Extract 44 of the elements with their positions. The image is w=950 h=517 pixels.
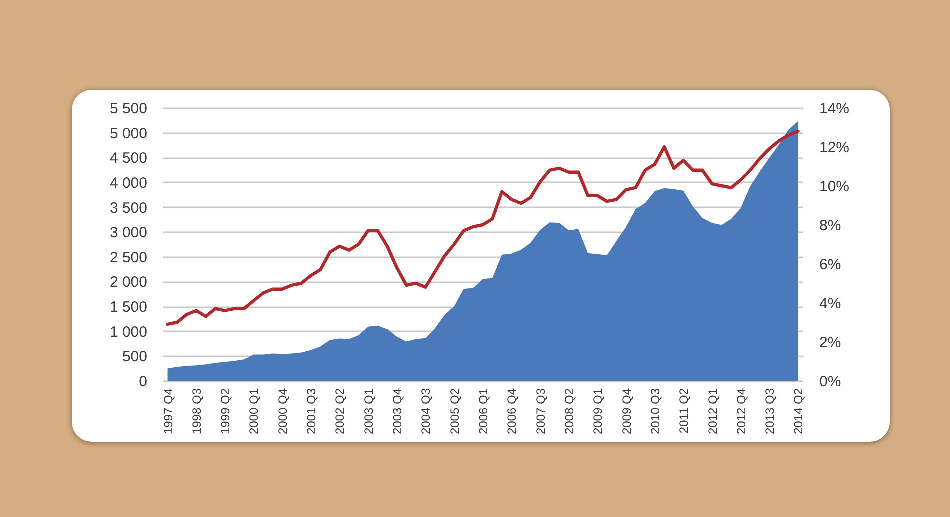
x-tick-label: 2009 Q1 bbox=[591, 388, 606, 435]
y2-tick-label: 2% bbox=[820, 334, 842, 352]
y-tick-label: 500 bbox=[122, 348, 148, 366]
y-tick-label: 5 000 bbox=[110, 125, 148, 142]
x-tick-label: 2006 Q1 bbox=[476, 388, 490, 435]
x-tick-label: 2000 Q4 bbox=[276, 388, 290, 435]
x-tick-label: 1997 Q4 bbox=[161, 388, 176, 435]
x-tick-label: 2012 Q4 bbox=[734, 388, 748, 435]
x-tick-label: 2008 Q2 bbox=[562, 388, 576, 435]
y-tick-label: 2 000 bbox=[110, 274, 148, 292]
x-tick-label: 2009 Q4 bbox=[620, 388, 634, 435]
y2-tick-label: 0% bbox=[820, 374, 842, 390]
y2-tick-label: 6% bbox=[820, 256, 842, 274]
y-tick-label: 3 500 bbox=[110, 200, 148, 217]
y2-tick-label: 12% bbox=[820, 140, 850, 156]
line-series bbox=[166, 130, 800, 326]
x-tick-label: 2005 Q2 bbox=[448, 388, 462, 435]
x-tick-label: 2004 Q3 bbox=[419, 388, 434, 435]
x-tick-label: 2003 Q1 bbox=[362, 388, 376, 435]
y-tick-label: 1 500 bbox=[110, 299, 148, 316]
x-tick-label: 2007 Q3 bbox=[534, 388, 548, 435]
y-tick-label: 2 500 bbox=[110, 249, 148, 266]
y-tick-label: 4 500 bbox=[110, 150, 148, 168]
x-tick-label: 2011 Q2 bbox=[677, 388, 692, 434]
x-tick-label: 2000 Q1 bbox=[247, 388, 262, 435]
x-tick-label: 2006 Q4 bbox=[505, 388, 520, 435]
y-tick-label: 5 500 bbox=[110, 100, 148, 118]
y-tick-label: 4 000 bbox=[110, 174, 148, 192]
y2-tick-label: 10% bbox=[820, 178, 850, 196]
y2-tick-label: 8% bbox=[820, 218, 842, 234]
x-tick-label: 2002 Q2 bbox=[333, 388, 348, 435]
x-tick-label: 2003 Q4 bbox=[390, 388, 405, 435]
x-tick-label: 1998 Q3 bbox=[190, 388, 204, 435]
x-tick-label: 2013 Q3 bbox=[763, 388, 778, 435]
y-tick-label: 3 000 bbox=[110, 224, 148, 242]
x-tick-label: 2001 Q3 bbox=[304, 388, 319, 435]
y-tick-label: 0 bbox=[139, 374, 148, 390]
x-tick-label: 1999 Q2 bbox=[218, 388, 233, 435]
x-tick-label: 2012 Q1 bbox=[706, 388, 720, 435]
x-tick-label: 2010 Q3 bbox=[648, 388, 662, 435]
x-tick-label: 2014 Q2 bbox=[792, 388, 806, 435]
y2-tick-label: 14% bbox=[820, 100, 850, 118]
y-tick-label: 1 000 bbox=[110, 324, 148, 341]
y2-tick-label: 4% bbox=[820, 296, 842, 312]
